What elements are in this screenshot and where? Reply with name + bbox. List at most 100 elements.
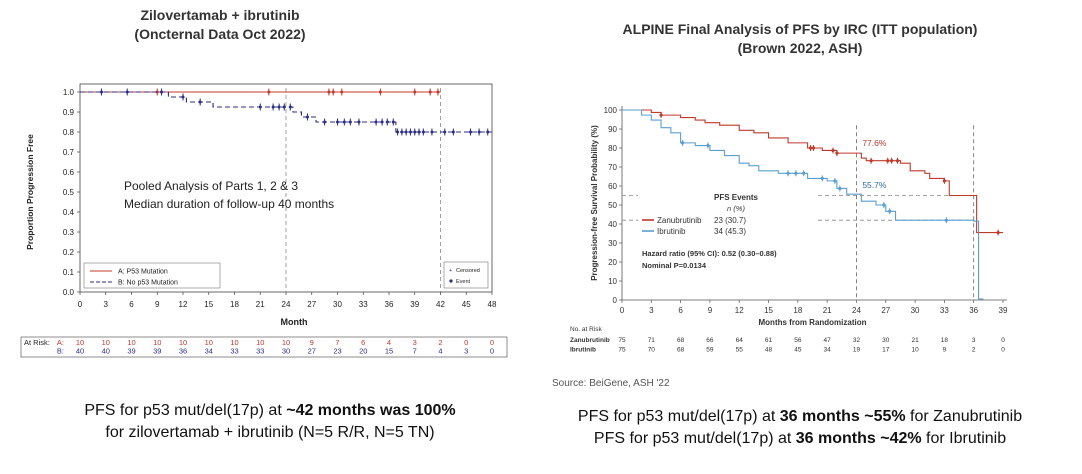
left-at-risk-value: 33	[256, 347, 264, 356]
left-censor-dot	[125, 90, 129, 94]
left-censor-dot	[404, 130, 408, 134]
right-caption-line1: PFS for p53 mut/del(17p) at 36 months ~5…	[520, 406, 1080, 428]
left-censor-dot	[486, 130, 490, 134]
left-at-risk-value: 40	[102, 347, 110, 356]
right-series-line-ibrutinib	[622, 109, 984, 300]
right-y-axis-label: Progression-free Survival Probability (%…	[590, 125, 599, 281]
right-censor-dot	[706, 143, 710, 148]
right-at-risk-value: 48	[765, 347, 773, 354]
right-censor-dot	[944, 218, 948, 222]
right-at-risk-value: 75	[618, 347, 626, 354]
right-x-tick-label: 0	[620, 306, 625, 315]
left-censor-dot	[428, 90, 432, 94]
right-censor-dot	[786, 171, 790, 175]
left-censor-dot	[421, 130, 425, 134]
right-point-label: 77.6%	[862, 138, 887, 148]
left-censor-dot	[436, 90, 440, 94]
left-censor-dot	[378, 90, 382, 94]
left-x-tick-label: 45	[462, 300, 471, 309]
left-x-tick-label: 33	[359, 300, 368, 309]
right-censor-dot	[802, 171, 806, 175]
left-censor-dot	[408, 130, 412, 134]
right-censor-dot	[869, 159, 873, 163]
left-at-risk-value: 39	[153, 347, 161, 356]
left-legend-label: B: No p53 Mutation	[118, 280, 178, 287]
left-at-risk-value: 40	[76, 347, 84, 356]
right-km-chart: 0 3 6 9 12 15 18 21 24 27 30 33 36 390102030405060708…	[570, 106, 1008, 354]
right-legend-title: PFS Events	[714, 193, 759, 202]
right-x-axis-label: Months from Randomization	[759, 318, 867, 327]
left-at-risk-value: 0	[490, 347, 494, 356]
right-y-tick-label: 10	[608, 277, 617, 286]
left-at-risk-row-name: B:	[57, 347, 64, 356]
left-x-tick-label: 12	[179, 300, 188, 309]
left-censor-dot	[417, 130, 421, 134]
left-censor-dot	[430, 130, 434, 134]
right-at-risk-row-name: Ibrutinib	[570, 347, 596, 354]
left-censor-dot	[282, 105, 286, 109]
right-at-risk-value: 0	[1001, 347, 1005, 354]
left-censor-dot	[477, 130, 481, 134]
right-at-risk-label: No. at Risk	[570, 326, 603, 333]
left-censor-dot	[469, 130, 473, 134]
left-censor-dot	[380, 120, 384, 124]
right-x-tick-label: 15	[764, 306, 773, 315]
right-censor-dot	[794, 171, 798, 175]
right-y-tick-label: 70	[608, 163, 617, 172]
right-at-risk-value: 17	[882, 347, 890, 354]
left-x-tick-label: 48	[488, 300, 497, 309]
right-at-risk-value: 0	[1001, 337, 1005, 344]
left-y-axis-label: Proportion Progression Free	[25, 134, 35, 250]
left-censor-dot	[305, 115, 309, 119]
left-symbol-censored-glyph: +	[449, 268, 452, 274]
right-at-risk-value: 68	[677, 347, 685, 354]
left-censor-dot	[336, 120, 339, 124]
left-censor-dot	[348, 120, 352, 124]
left-censor-dot	[155, 90, 159, 94]
left-censor-dot	[323, 120, 327, 124]
left-caption: PFS for p53 mut/del(17p) at ~42 months w…	[20, 400, 520, 444]
left-censor-dot	[267, 90, 271, 94]
left-censor-dot	[385, 120, 389, 124]
right-at-risk-value: 59	[706, 347, 714, 354]
left-censor-dot	[327, 90, 331, 94]
right-y-tick-label: 0	[613, 296, 618, 305]
right-hazard-ratio: Hazard ratio (95% CI): 0.52 (0.30–0.88)	[642, 249, 777, 258]
left-at-risk-value: 10	[102, 338, 110, 347]
left-at-risk-value: 0	[490, 338, 494, 347]
left-symbol-censored-label: Censored	[456, 268, 480, 274]
right-at-risk-value: 18	[941, 337, 949, 344]
right-censor-dot	[882, 203, 886, 207]
right-at-risk-value: 66	[706, 337, 714, 344]
left-censor-dot	[277, 105, 281, 109]
left-censor-dot	[342, 120, 346, 124]
right-censor-dot	[808, 146, 813, 150]
right-y-tick-label: 50	[608, 201, 617, 210]
right-censor-dot	[831, 148, 835, 153]
right-title-line1: ALPINE Final Analysis of PFS by IRC (ITT…	[622, 21, 978, 37]
right-legend-label: Zanubrutinib	[657, 216, 702, 225]
right-at-risk-value: 30	[882, 337, 890, 344]
right-caption-bold-1: 36 months ~55%	[779, 408, 906, 425]
left-y-tick-label: 0.8	[63, 128, 75, 137]
right-at-risk-value: 75	[618, 337, 626, 344]
right-censor-dot	[680, 141, 685, 145]
right-x-tick-label: 3	[649, 306, 654, 315]
left-caption-plain: PFS for p53 mut/del(17p) at	[84, 402, 287, 419]
left-at-risk-value: 20	[359, 347, 367, 356]
left-at-risk-value: 34	[205, 347, 213, 356]
right-x-tick-label: 36	[969, 306, 978, 315]
left-km-chart: 0 3 6 9 12 15 18 21 24 27 30 33 36 39 42 45 480.00.10.20…	[20, 83, 508, 358]
left-at-risk-value: 7	[413, 347, 417, 356]
left-censor-dot	[288, 105, 292, 109]
right-at-risk-value: 9	[943, 347, 947, 354]
left-censor-dot	[391, 120, 395, 124]
left-x-axis-label: Month	[281, 317, 308, 327]
left-at-risk-value: 10	[179, 338, 187, 347]
right-caption-plain-1: PFS for p53 mut/del(17p) at	[577, 408, 780, 425]
left-y-tick-label: 0.9	[63, 108, 75, 117]
left-x-tick-label: 39	[410, 300, 419, 309]
left-x-tick-label: 21	[256, 300, 265, 309]
right-y-tick-label: 20	[608, 258, 617, 267]
right-censor-dot	[888, 209, 892, 213]
